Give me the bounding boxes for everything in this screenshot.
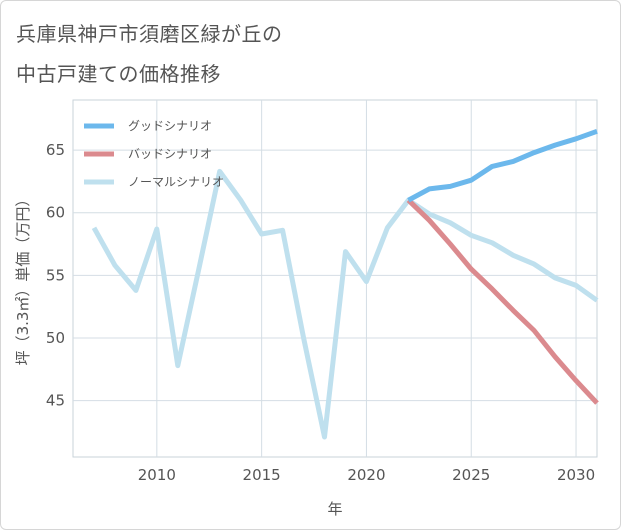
series-layer: [91, 128, 599, 440]
series-line-0: [407, 128, 598, 203]
y-tick-label: 55: [46, 266, 65, 284]
y-tick-label: 60: [46, 204, 65, 222]
plot-area: [72, 99, 598, 458]
axis-ticks: 2010 2015 2020 2025 2030 45 50 55 60 65: [46, 141, 595, 484]
grid: [73, 100, 597, 457]
y-tick-label: 45: [46, 392, 65, 410]
x-tick-label: 2010: [138, 466, 176, 484]
series-line-1: [406, 198, 599, 405]
series-line-2: [91, 168, 599, 440]
x-tick-label: 2020: [347, 466, 385, 484]
chart-title-line-2: 中古戸建ての価格推移: [16, 62, 221, 86]
y-tick-label: 65: [46, 141, 65, 159]
x-axis-label: 年: [327, 500, 342, 518]
y-tick-label: 50: [46, 329, 65, 347]
y-axis-label: 坪（3.3㎡）単価（万円）: [14, 192, 32, 366]
chart-title-line-1: 兵庫県神戸市須磨区緑が丘の: [16, 22, 283, 46]
x-tick-label: 2015: [243, 466, 281, 484]
legend-label: ノーマルシナリオ: [128, 175, 224, 189]
legend-label: バッドシナリオ: [128, 147, 212, 161]
x-tick-label: 2030: [557, 466, 595, 484]
legend-label: グッドシナリオ: [128, 119, 212, 133]
x-tick-label: 2025: [452, 466, 490, 484]
